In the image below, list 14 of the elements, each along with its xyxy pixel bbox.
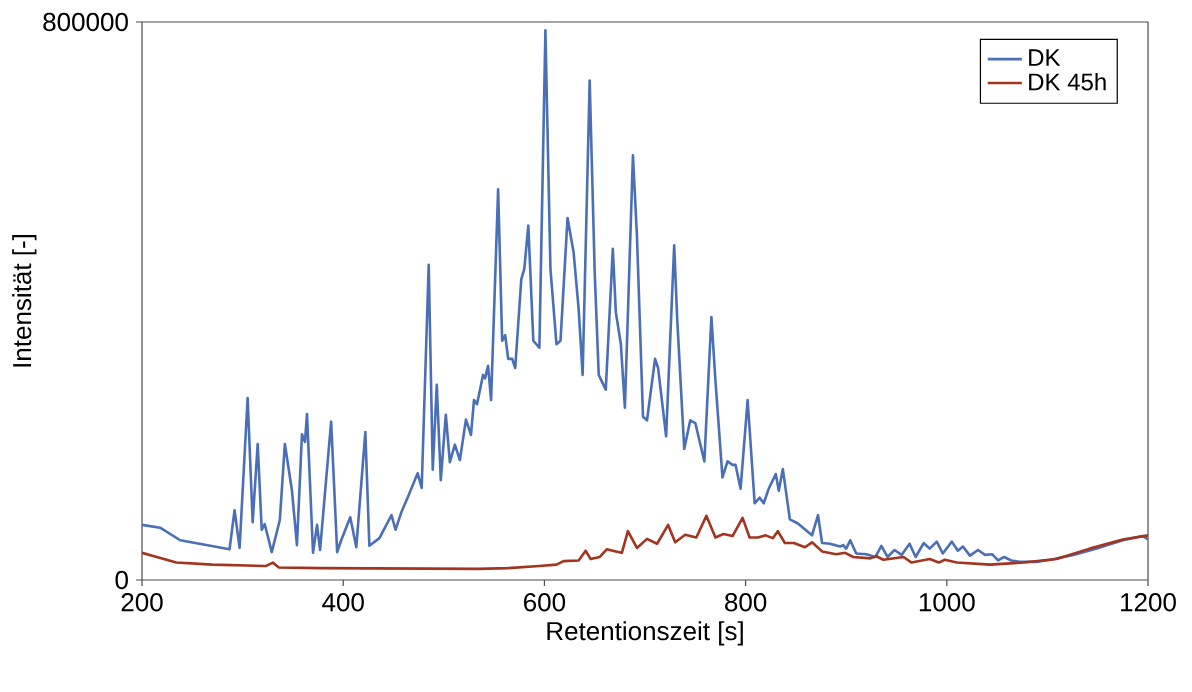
x-axis-title: Retentionszeit [s] [547, 621, 743, 646]
x-tick-label: 800 [725, 593, 767, 612]
y-axis-title: Intensität [-] [12, 234, 37, 367]
x-tick-label: 200 [121, 593, 163, 612]
y-tick-label: 0 [115, 570, 128, 590]
x-tick-label: 1000 [919, 593, 975, 612]
line-series [142, 29, 1149, 564]
legend-label: DK 45h [1029, 72, 1106, 91]
x-tick-label: 1200 [1121, 593, 1176, 612]
x-tick-label: 600 [524, 593, 566, 612]
line-series [142, 514, 1149, 571]
x-tick-label: 400 [322, 593, 364, 612]
legend-label: DK [1029, 49, 1061, 66]
y-tick-label: 800000 [43, 12, 128, 32]
